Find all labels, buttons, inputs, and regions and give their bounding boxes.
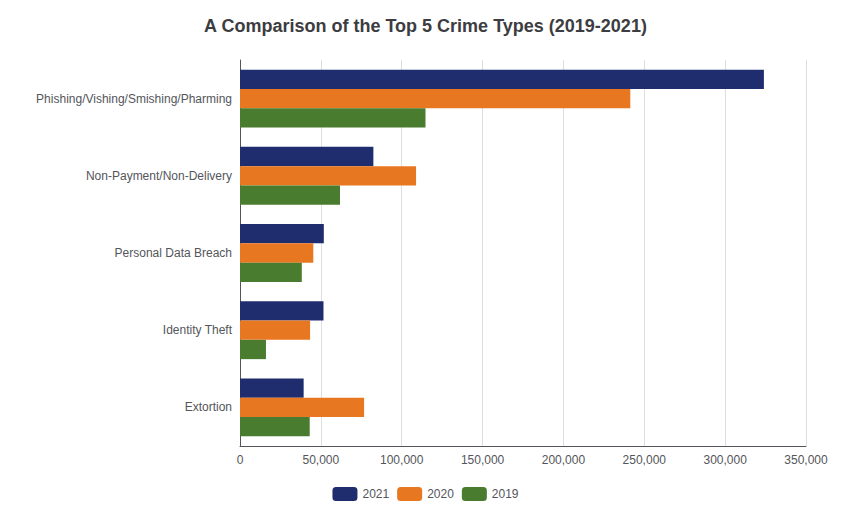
svg-text:Extortion: Extortion [185,400,232,414]
svg-text:2021: 2021 [362,487,389,501]
svg-text:2019: 2019 [492,487,519,501]
svg-text:250,000: 250,000 [623,453,667,467]
svg-text:200,000: 200,000 [542,453,586,467]
svg-text:Personal Data Breach: Personal Data Breach [115,246,232,260]
svg-text:Phishing/Vishing/Smishing/Phar: Phishing/Vishing/Smishing/Pharming [36,92,232,106]
svg-text:100,000: 100,000 [380,453,424,467]
svg-text:350,000: 350,000 [784,453,828,467]
svg-text:150,000: 150,000 [461,453,505,467]
svg-text:50,000: 50,000 [303,453,340,467]
svg-text:0: 0 [237,453,244,467]
svg-text:300,000: 300,000 [703,453,747,467]
svg-text:2020: 2020 [427,487,454,501]
svg-text:Non-Payment/Non-Delivery: Non-Payment/Non-Delivery [86,169,232,183]
svg-text:A Comparison of the Top 5 Crim: A Comparison of the Top 5 Crime Types (2… [204,16,647,36]
svg-text:Identity Theft: Identity Theft [163,323,233,337]
